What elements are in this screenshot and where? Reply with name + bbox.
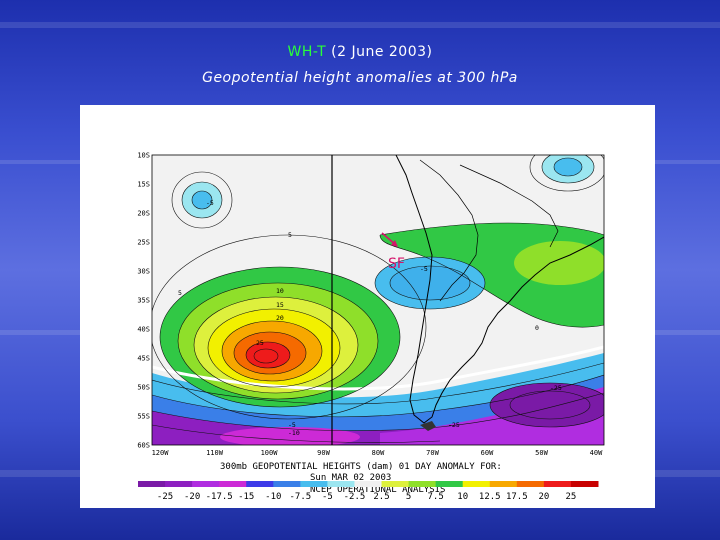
colorbar-swatch xyxy=(273,481,301,487)
small-low-nw-core xyxy=(192,191,212,209)
colorbar-swatch xyxy=(354,481,383,487)
tierra-del-fuego xyxy=(420,421,436,431)
colorbar-label: 17.5 xyxy=(506,492,528,502)
lat-label: 50S xyxy=(137,384,150,392)
colorbar-label: -20 xyxy=(184,492,200,502)
colorbar-labels: -25 -20 -17.5 -15 -10 -7.5 -5 -2.5 2.5 5 7.5 10 12.5… xyxy=(157,492,576,502)
lat-label: 15S xyxy=(137,181,150,189)
colorbar-swatch xyxy=(192,481,220,487)
lon-label: 80W xyxy=(372,449,385,457)
colorbar-swatch xyxy=(543,481,572,487)
colorbar-label: 10 xyxy=(457,492,468,502)
colorbar-swatch xyxy=(435,481,464,487)
longitude-labels: 120W 110W 100W 90W 80W 70W 60W 50W 40W xyxy=(152,449,604,457)
coastline xyxy=(395,155,604,424)
colorbar-label: -10 xyxy=(265,492,281,502)
contour-label: 10 xyxy=(276,287,284,295)
colorbar-label: 25 xyxy=(566,492,577,502)
lon-label: 100W xyxy=(261,449,279,457)
colorbar-label: 5 xyxy=(406,492,411,502)
lon-label: 120W xyxy=(152,449,170,457)
sf-arrowhead xyxy=(391,240,398,247)
contour-label: 5 xyxy=(178,289,182,297)
lon-label: 110W xyxy=(206,449,224,457)
lon-label: 60W xyxy=(481,449,494,457)
pos-north-lime xyxy=(514,241,604,285)
colorbar-label: -2.5 xyxy=(344,492,366,502)
colorbar-swatch xyxy=(219,481,247,487)
neg-band-violet xyxy=(380,387,604,445)
colorbar-label: -25 xyxy=(157,492,173,502)
contour-lines xyxy=(152,155,604,443)
contour-label-high: 25 xyxy=(256,339,264,347)
border-lines xyxy=(419,159,479,302)
lat-label: 10S xyxy=(137,152,150,160)
colorbar-label: 7.5 xyxy=(428,492,444,502)
contour-label: -25 xyxy=(550,384,562,392)
contour-label: -25 xyxy=(448,421,460,429)
colorbar-swatch xyxy=(489,481,518,487)
contour-label: 5 xyxy=(288,231,292,239)
lat-label: 20S xyxy=(137,210,150,218)
colorbar xyxy=(138,481,599,487)
lat-label: 45S xyxy=(137,355,150,363)
lat-label: 55S xyxy=(137,413,150,421)
lat-label: 60S xyxy=(137,442,150,450)
colorbar-swatch xyxy=(408,481,437,487)
sf-label: SF xyxy=(388,256,405,272)
lon-label: 50W xyxy=(535,449,548,457)
latitude-labels: 10S 15S 20S 25S 30S 35S 40S 45S 50S 55S 60S xyxy=(137,152,150,450)
colorbar-label: -5 xyxy=(322,492,333,502)
title-prefix: WH-T xyxy=(287,44,327,60)
border-lines xyxy=(459,164,559,248)
map-panel: 25 20 15 10 5 5 -5 -5 0 -25 -5 -10 -25 S… xyxy=(80,105,655,508)
colorbar-label: 2.5 xyxy=(373,492,389,502)
colorbar-label: -15 xyxy=(238,492,254,502)
map-caption-date: Sun MAR 02 2003 xyxy=(310,473,391,483)
map-caption-source: NCEP OPERATIONAL ANALYSIS xyxy=(310,485,445,495)
colorbar-swatch xyxy=(462,481,491,487)
lat-label: 40S xyxy=(137,326,150,334)
lon-label: 90W xyxy=(317,449,330,457)
slide-subtitle: Geopotential height anomalies at 300 hPa xyxy=(202,70,518,86)
low-center-south xyxy=(220,427,360,445)
colorbar-label: -7.5 xyxy=(290,492,312,502)
lon-label: 40W xyxy=(590,449,603,457)
map-caption: 300mb GEOPOTENTIAL HEIGHTS (dam) 01 DAY … xyxy=(220,462,502,472)
lat-label: 30S xyxy=(137,268,150,276)
colorbar-swatch xyxy=(246,481,274,487)
pos-core-red xyxy=(246,342,290,368)
small-low-ne-core xyxy=(554,158,582,176)
colorbar-swatch xyxy=(381,481,410,487)
contour-label: -10 xyxy=(288,429,300,437)
colorbar-swatch xyxy=(138,481,166,487)
colorbar-label: 20 xyxy=(538,492,549,502)
background-streak xyxy=(0,22,720,28)
colorbar-swatch xyxy=(165,481,193,487)
title-date: (2 June 2003) xyxy=(326,44,433,60)
lat-label: 35S xyxy=(137,297,150,305)
colorbar-swatch xyxy=(327,481,355,487)
contour-label: -5 xyxy=(206,199,214,207)
colorbar-swatch xyxy=(516,481,545,487)
contour-label: 20 xyxy=(276,314,284,322)
colorbar-label: 12.5 xyxy=(479,492,501,502)
slide-title: WH-T (2 June 2003) xyxy=(0,44,720,60)
colorbar-swatch xyxy=(300,481,328,487)
plot-frame xyxy=(151,154,605,446)
lat-label: 25S xyxy=(137,239,150,247)
contour-label: 15 xyxy=(276,301,284,309)
colorbar-swatch xyxy=(570,481,599,487)
contour-label: 0 xyxy=(535,324,539,332)
contour-label: -5 xyxy=(288,421,296,429)
lon-label: 70W xyxy=(426,449,439,457)
colorbar-label: -17.5 xyxy=(206,492,233,502)
zero-contour xyxy=(152,345,604,391)
contour-label: -5 xyxy=(420,265,428,273)
anomaly-map: 25 20 15 10 5 5 -5 -5 0 -25 -5 -10 -25 S… xyxy=(137,152,605,502)
